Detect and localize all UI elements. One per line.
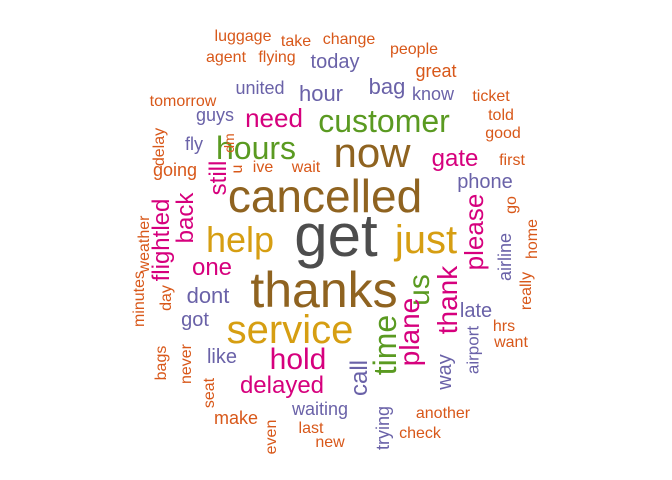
word-minutes: minutes — [131, 270, 148, 328]
word-call: call — [346, 359, 373, 397]
word-customer: customer — [318, 103, 450, 139]
word-one: one — [191, 254, 233, 281]
word-plane: plane — [394, 297, 425, 367]
word-another: another — [415, 405, 471, 422]
word-dm: dm — [221, 133, 237, 153]
word-hour: hour — [298, 81, 344, 106]
word-hrs: hrs — [492, 318, 516, 335]
word-phone: phone — [457, 171, 513, 193]
word-tomorrow: tomorrow — [149, 93, 217, 110]
word-now: now — [333, 129, 411, 176]
word-flightled: flightled — [148, 198, 175, 282]
word-hours: hours — [215, 130, 297, 166]
word-going: going — [152, 160, 198, 180]
word-u: u — [229, 164, 246, 174]
word-got: got — [181, 309, 209, 331]
word-thank: thank — [432, 265, 463, 335]
word-guys: guys — [195, 105, 235, 125]
word-ive: ive — [252, 159, 274, 176]
word-please: please — [459, 193, 489, 271]
word-even: even — [263, 419, 280, 455]
word-waiting: waiting — [291, 399, 349, 419]
word-ticket: ticket — [472, 88, 510, 105]
word-check: check — [399, 425, 441, 442]
word-go: go — [503, 196, 520, 214]
word-service: service — [226, 308, 354, 352]
word-dont: dont — [186, 283, 230, 308]
word-thanks: thanks — [250, 262, 398, 318]
word-change: change — [322, 31, 376, 48]
word-fly: fly — [185, 134, 203, 154]
word-gate: gate — [431, 145, 479, 172]
word-delayed: delayed — [239, 372, 325, 399]
word-way: way — [434, 354, 456, 390]
word-really: really — [518, 271, 535, 311]
word-take: take — [280, 33, 312, 50]
word-people: people — [389, 41, 439, 58]
word-cancelled: cancelled — [227, 170, 423, 222]
word-bags: bags — [153, 345, 170, 381]
word-home: home — [524, 218, 541, 260]
word-bag: bag — [368, 74, 406, 99]
word-make: make — [213, 408, 259, 428]
word-help: help — [205, 219, 275, 260]
word-agent: agent — [205, 49, 247, 66]
word-last: last — [298, 420, 324, 437]
word-great: great — [415, 61, 457, 81]
word-first: first — [499, 152, 525, 169]
word-told: told — [488, 107, 514, 124]
word-weather: weather — [136, 215, 153, 273]
word-know: know — [411, 84, 455, 104]
word-late: late — [459, 300, 493, 322]
word-trying: trying — [373, 405, 393, 451]
word-wait: wait — [291, 159, 321, 176]
word-flying: flying — [258, 49, 296, 66]
word-luggage: luggage — [214, 28, 272, 45]
word-back: back — [172, 192, 199, 244]
word-today: today — [310, 51, 360, 73]
word-like: like — [206, 346, 238, 368]
word-just: just — [394, 218, 458, 262]
word-united: united — [235, 78, 285, 98]
word-still: still — [205, 160, 232, 196]
word-delay: delay — [151, 127, 168, 167]
word-day: day — [158, 285, 175, 311]
word-get: get — [294, 202, 378, 269]
word-airport: airport — [463, 325, 483, 375]
word-never: never — [178, 343, 195, 385]
word-seat: seat — [201, 377, 218, 409]
word-airline: airline — [495, 232, 515, 282]
word-hold: hold — [269, 343, 327, 376]
word-new: new — [315, 434, 345, 451]
word-good: good — [485, 125, 521, 142]
word-want: want — [494, 334, 528, 351]
word-need: need — [245, 103, 303, 133]
